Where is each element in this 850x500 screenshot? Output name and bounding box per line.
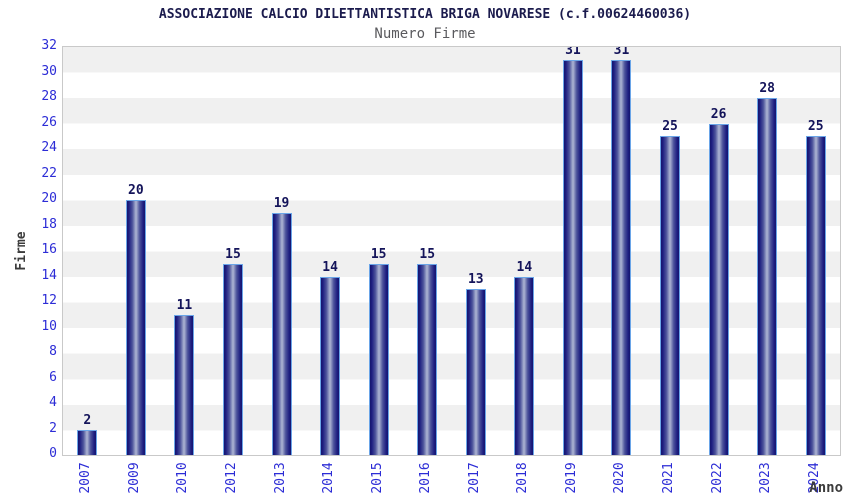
y-tick-label: 22 xyxy=(41,165,57,181)
y-tick-label: 20 xyxy=(41,191,57,206)
y-tick-label: 12 xyxy=(41,293,57,308)
bar-value-label: 20 xyxy=(128,183,144,198)
plot-area: 2 20 11 15 19 14 15 15 13 14 31 31 25 26 28 25 xyxy=(62,46,841,456)
bar-value-label: 19 xyxy=(273,195,290,211)
x-tick-label: 2021 xyxy=(661,462,677,494)
bar xyxy=(465,289,486,455)
bar xyxy=(417,263,438,455)
x-axis-label: Anno xyxy=(809,480,843,496)
y-tick-label: 14 xyxy=(41,267,57,283)
bar xyxy=(368,263,389,455)
y-tick-label: 6 xyxy=(49,369,57,385)
bar xyxy=(562,59,583,455)
y-tick-label: 30 xyxy=(41,63,57,79)
y-tick-label: 10 xyxy=(41,318,57,334)
x-tick-label: 2018 xyxy=(515,462,531,494)
bar-value-label: 31 xyxy=(565,46,581,58)
x-tick-label: 2013 xyxy=(272,462,288,494)
bar xyxy=(222,263,243,455)
bar-value-label: 25 xyxy=(662,119,678,135)
bar xyxy=(271,212,292,455)
y-tick-label: 4 xyxy=(49,395,57,410)
x-tick-label: 2020 xyxy=(612,462,628,494)
bar xyxy=(77,429,98,455)
x-tick-label: 2022 xyxy=(709,462,725,494)
bar xyxy=(805,136,826,455)
y-tick-label: 26 xyxy=(41,114,57,130)
y-tick-label: 24 xyxy=(41,140,57,155)
y-tick-label: 8 xyxy=(49,344,57,359)
x-tick-label: 2023 xyxy=(758,462,774,494)
bar xyxy=(611,59,632,455)
bar-value-label: 15 xyxy=(225,246,241,262)
bar xyxy=(514,276,535,455)
bar xyxy=(174,314,195,455)
y-tick-label: 28 xyxy=(41,89,57,104)
x-tick-label: 2019 xyxy=(563,462,579,494)
bar-value-label: 26 xyxy=(710,106,727,122)
bar-value-label: 14 xyxy=(322,259,338,275)
x-tick-label: 2010 xyxy=(175,462,191,494)
y-tick-label: 32 xyxy=(41,38,57,53)
bar-value-label: 15 xyxy=(419,246,436,262)
x-tick-label: 2007 xyxy=(78,462,94,494)
bar-value-label: 13 xyxy=(467,272,484,288)
y-tick-label: 2 xyxy=(49,420,57,436)
x-tick-label: 2009 xyxy=(126,462,142,494)
bar-value-label: 14 xyxy=(516,259,533,275)
bar-value-label: 28 xyxy=(759,81,775,96)
bar-value-label: 2 xyxy=(83,412,92,428)
bar xyxy=(125,200,146,455)
x-tick-label: 2012 xyxy=(223,462,239,494)
bar xyxy=(757,98,778,455)
x-tick-label: 2017 xyxy=(466,462,482,494)
chart-subtitle: Numero Firme xyxy=(374,26,476,42)
x-tick-label: 2014 xyxy=(321,462,337,494)
bar xyxy=(320,276,341,455)
bar-value-label: 11 xyxy=(176,297,193,313)
y-tick-label: 0 xyxy=(49,446,57,461)
chart-title: ASSOCIAZIONE CALCIO DILETTANTISTICA BRIG… xyxy=(158,7,692,22)
bar-value-label: 31 xyxy=(613,46,630,58)
bar xyxy=(708,123,729,455)
bar-value-label: 15 xyxy=(370,246,387,262)
x-tick-label: 2016 xyxy=(418,462,434,494)
y-tick-label: 18 xyxy=(41,216,57,232)
bar xyxy=(660,136,681,455)
bar-value-label: 25 xyxy=(807,119,824,135)
x-tick-label: 2015 xyxy=(369,462,385,494)
y-tick-label: 16 xyxy=(41,242,57,257)
